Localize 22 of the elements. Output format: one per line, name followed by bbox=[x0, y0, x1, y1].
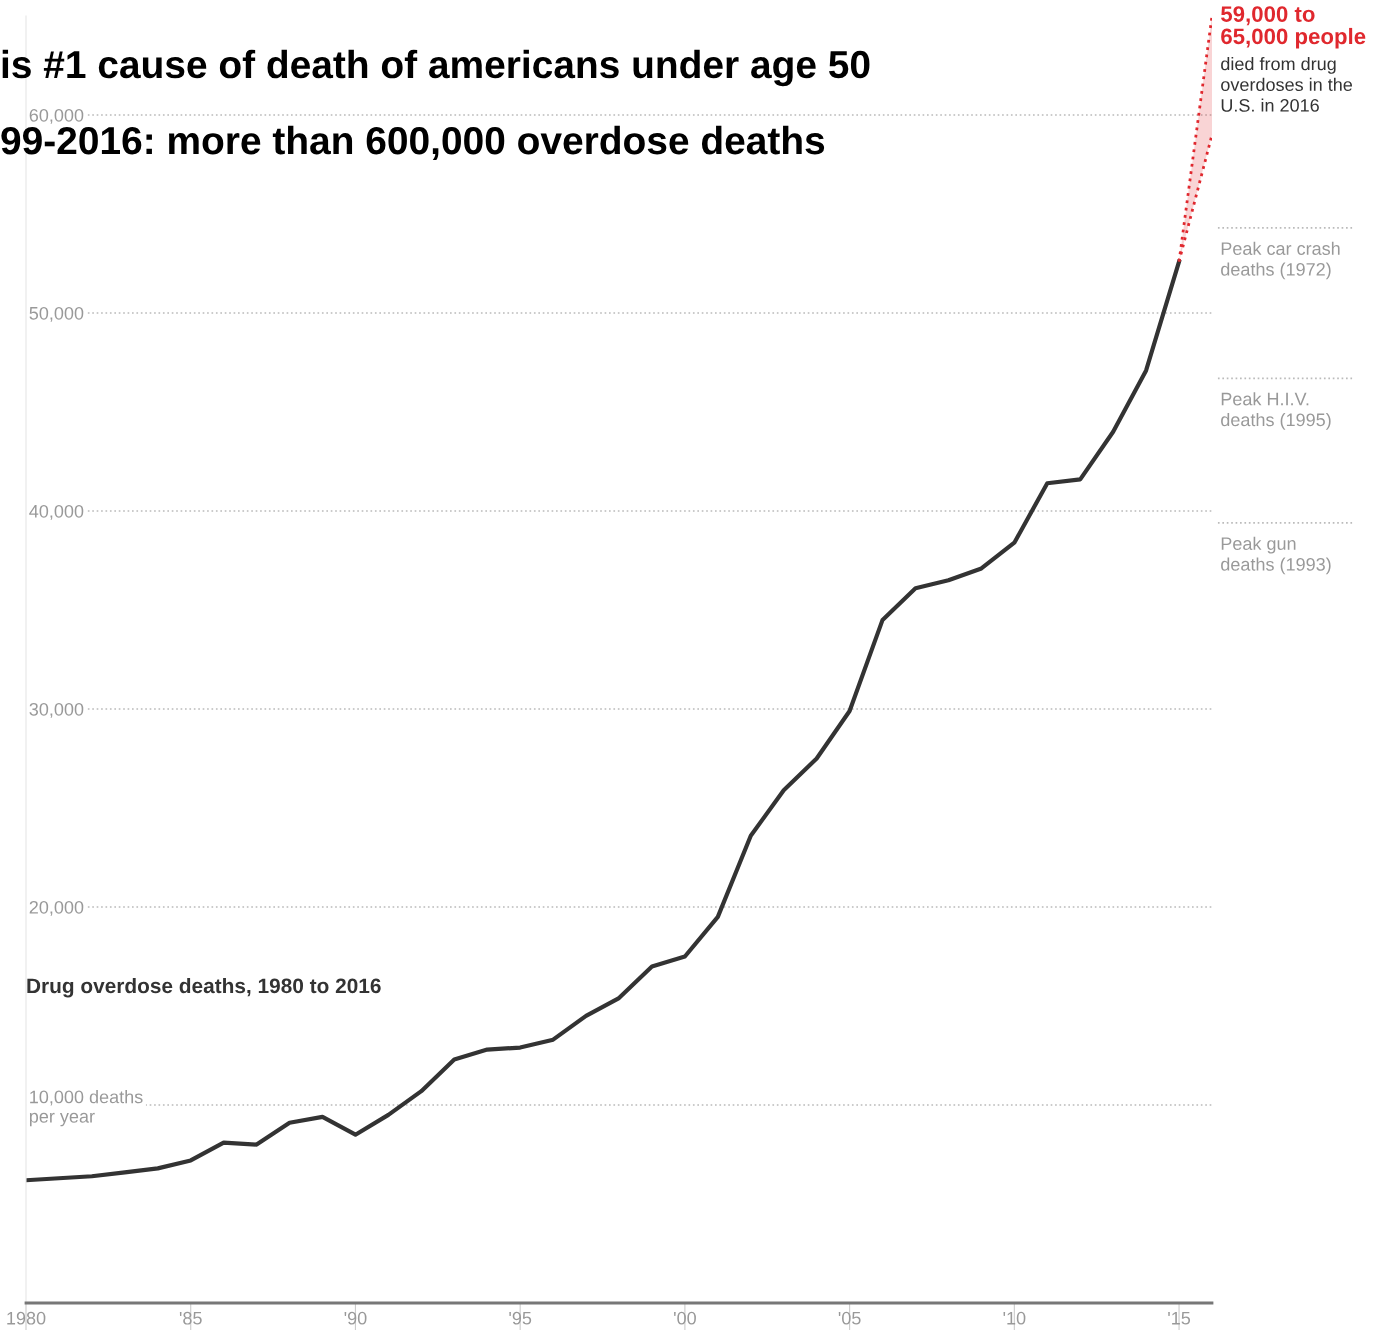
ref-line-label: Peak gun deaths (1993) bbox=[1221, 536, 1331, 575]
x-tick-label: '15 bbox=[1168, 1312, 1191, 1325]
x-tick-label: '10 bbox=[1003, 1311, 1026, 1325]
annotation: Drug overdose deaths, 1980 to 2016 bbox=[27, 977, 381, 998]
x-tick-label: '05 bbox=[838, 1311, 861, 1325]
x-tick-label: '85 bbox=[179, 1311, 202, 1325]
y-tick-label: 20,000 bbox=[29, 900, 84, 916]
annotation: died from drug overdoses in the U.S. in 2016 bbox=[1221, 57, 1353, 112]
x-tick-label: '00 bbox=[674, 1311, 696, 1325]
y-tick-label: 40,000 bbox=[29, 504, 84, 520]
text: 99-2016: more than 600,000 overdose deaths bbox=[1, 125, 825, 161]
y-tick-label: 30,000 bbox=[29, 702, 84, 718]
y-tick-label: 10,000 deaths per year bbox=[29, 1090, 143, 1127]
x-tick-label: 1980 bbox=[7, 1311, 46, 1325]
ref-line-label: Peak car crash deaths (1972) bbox=[1221, 241, 1340, 280]
ref-line-label: Peak H.I.V. deaths (1995) bbox=[1221, 392, 1331, 430]
x-tick-label: '95 bbox=[509, 1311, 532, 1325]
y-tick-label: 50,000 bbox=[29, 306, 84, 322]
y-tick-label: 60,000 bbox=[29, 108, 84, 124]
text: is #1 cause of death of americans under age 50 bbox=[2, 49, 870, 87]
x-tick-label: '90 bbox=[344, 1311, 367, 1325]
annotation: 59,000 to 65,000 people bbox=[1221, 6, 1366, 49]
